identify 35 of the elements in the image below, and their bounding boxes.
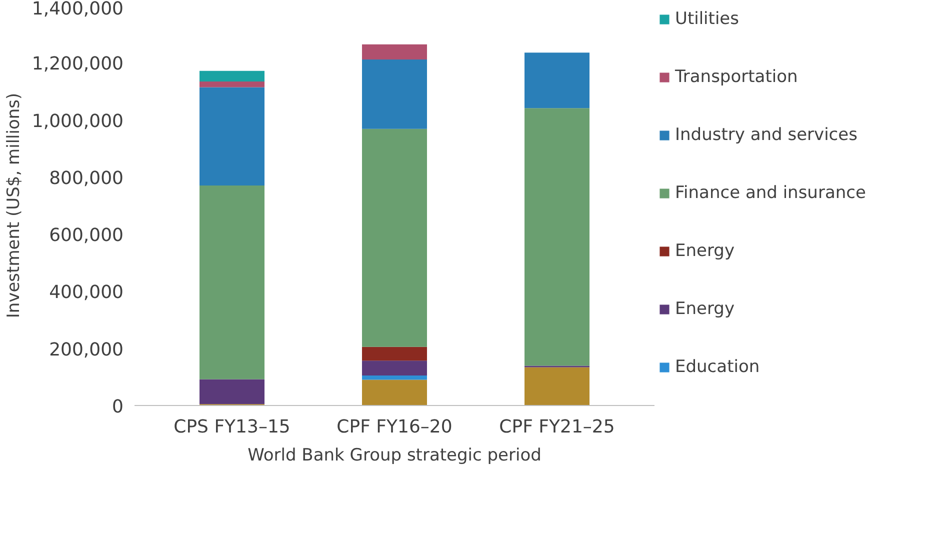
x-tick-label: CPF FY16–20	[336, 416, 452, 438]
legend-label: Finance and insurance	[675, 183, 866, 203]
bar	[362, 360, 427, 376]
legend-label: Education	[675, 357, 761, 377]
bar	[524, 108, 590, 366]
bar	[200, 82, 264, 88]
bar	[200, 70, 264, 82]
y-tick-label: 400,000	[49, 282, 124, 304]
y-tick-label: 0	[112, 396, 124, 418]
bar	[524, 367, 590, 406]
legend-label: Utilities	[675, 9, 740, 29]
y-tick-label: 1,200,000	[32, 54, 124, 75]
y-tick-label: 800,000	[49, 168, 124, 189]
y-axis-title: Investment (US$, millions)	[4, 92, 24, 318]
bar	[362, 128, 427, 347]
bar	[200, 87, 264, 186]
bar	[362, 380, 427, 406]
bar	[362, 44, 427, 60]
bar	[362, 376, 427, 380]
y-tick-label: 200,000	[49, 339, 124, 360]
bar	[524, 52, 590, 108]
bar	[362, 346, 427, 361]
bar	[200, 379, 264, 404]
x-tick-label: CPF FY21–25	[499, 416, 615, 438]
x-axis-title: World Bank Group strategic period	[248, 446, 542, 466]
bar	[362, 60, 427, 129]
bar	[200, 186, 264, 380]
legend-label: Energy	[675, 241, 736, 261]
legend-label: Transportation	[675, 67, 798, 87]
y-tick-label: 600,000	[49, 225, 124, 246]
legend-label: Industry and services	[675, 125, 858, 145]
legend-label: Energy	[675, 299, 736, 319]
y-tick-label: 1,000,000	[32, 110, 124, 132]
y-tick-label: 1,400,000	[32, 0, 124, 20]
x-tick-label: CPS FY13–15	[174, 416, 290, 438]
